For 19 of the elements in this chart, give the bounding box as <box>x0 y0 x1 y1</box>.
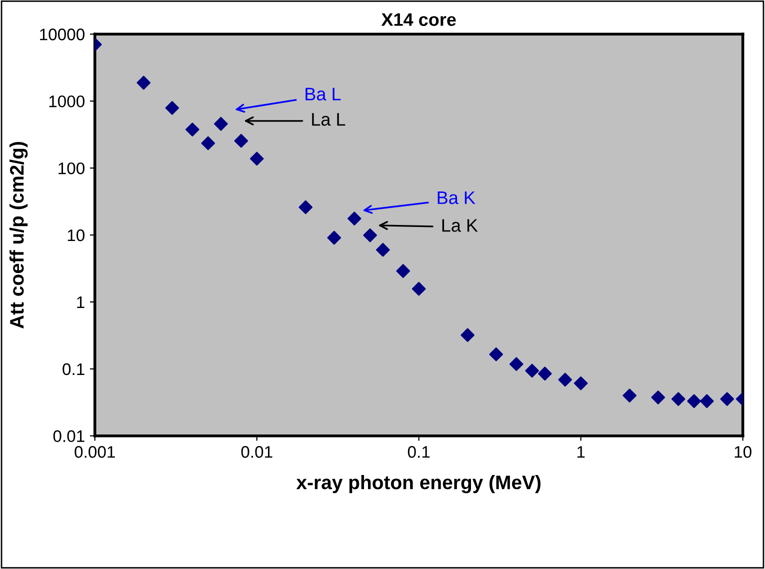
x-tick-label: 0.1 <box>408 446 430 458</box>
x-tick-label: 0.001 <box>74 446 115 458</box>
y-tick-label: 100 <box>58 162 84 174</box>
annotation: Ba L <box>306 88 341 100</box>
y-tick-label: 10000 <box>40 28 84 40</box>
annotation: La L <box>312 113 346 126</box>
annotation: La K <box>442 219 478 232</box>
annotation: Ba K <box>438 191 476 204</box>
y-tick-label: 1000 <box>49 95 84 108</box>
y-tick-label: 10 <box>68 229 84 242</box>
x-tick-label: 0.01 <box>241 446 272 458</box>
y-tick-label: 0.1 <box>62 363 84 376</box>
chart-title: X14 core <box>381 13 456 26</box>
y-axis-title: Att coeff u/p (cm2/g) <box>9 142 28 328</box>
x-tick-label: 10 <box>734 446 752 458</box>
y-tick-label: 1 <box>77 296 84 308</box>
x-axis-title: x-ray photon energy (MeV) <box>296 475 541 494</box>
x-tick-label: 1 <box>577 446 585 458</box>
y-tick-label: 0.01 <box>53 430 84 442</box>
